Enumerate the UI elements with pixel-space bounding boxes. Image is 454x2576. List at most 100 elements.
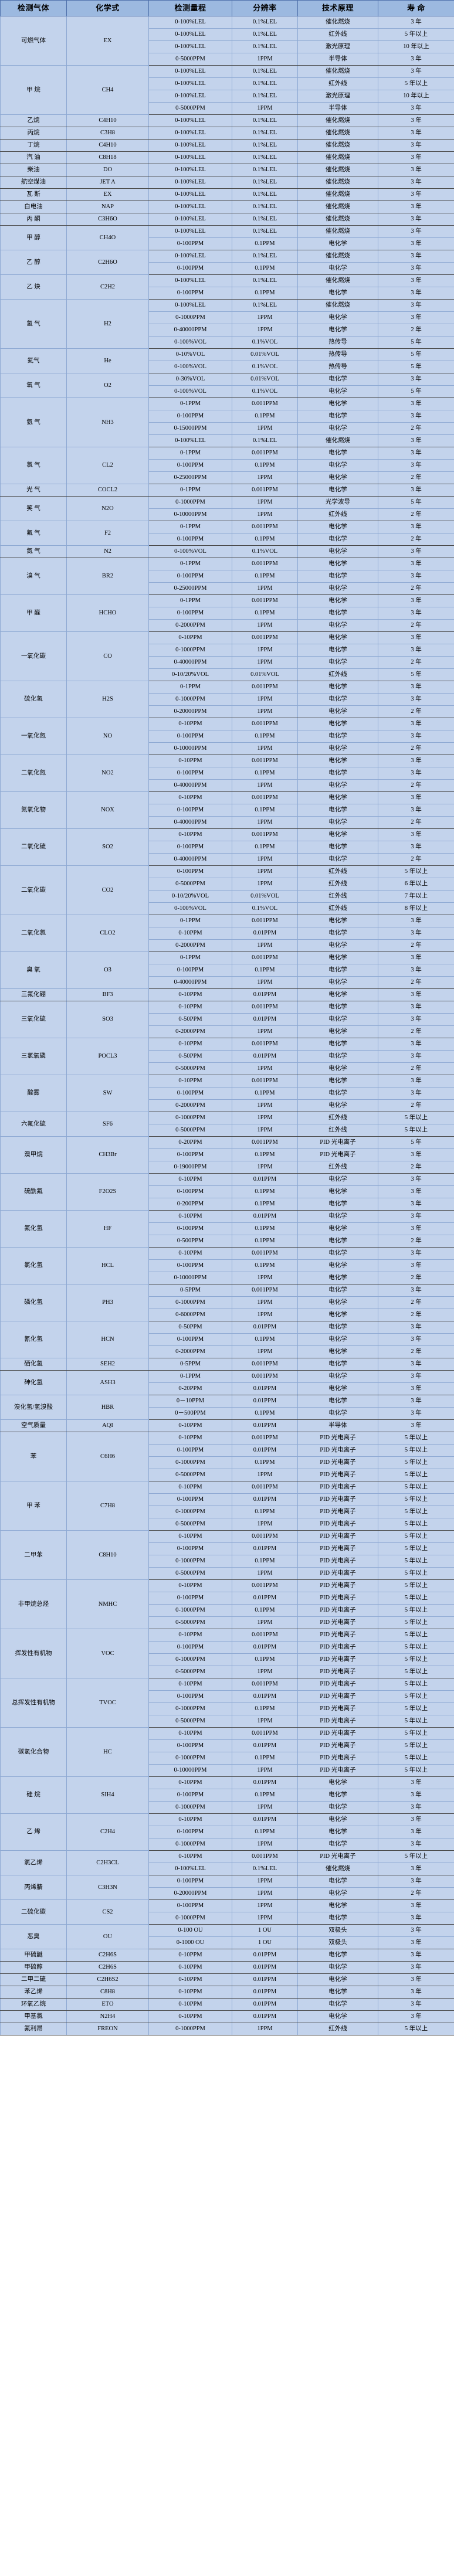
technology-cell: 电化学 xyxy=(297,1998,378,2011)
measurement-range-cell: 0-100%LEL xyxy=(148,213,232,226)
table-row: 丙烯腈 C3H3N 0-100PPM 1PPM 电化学 3 年 xyxy=(0,1875,454,1900)
lifetime-cell: 3 年 xyxy=(378,964,454,977)
technology-cell: 红外线 xyxy=(297,890,378,903)
technology-cell: 催化燃烧 xyxy=(297,434,378,447)
lifetime-cell: 3 年 xyxy=(378,693,454,706)
table-row: 二氧化氮 NO2 0-10PPM 0.001PPM 电化学 3 年 xyxy=(0,755,454,792)
technology-cell: 电化学 xyxy=(297,1001,378,1014)
measurement-range-cell: 0-100PPM xyxy=(148,1690,232,1703)
technology-cell: 双极头 xyxy=(297,1924,378,1937)
chemical-formula-cell: O3 xyxy=(66,951,149,989)
measurement-range-cell: 0-10PPM xyxy=(148,1419,232,1432)
lifetime-cell: 3 年 xyxy=(378,1075,454,1088)
resolution-cell: 0.1%LEL xyxy=(232,127,298,140)
gas-name-cell: 乙 醇 xyxy=(0,250,67,275)
resolution-cell: 0.01PPM xyxy=(232,1013,298,1026)
resolution-cell: 0.001PPM xyxy=(232,791,298,804)
lifetime-cell: 5 年以上 xyxy=(378,1493,454,1506)
resolution-cell: 0.1PPM xyxy=(232,570,298,583)
chemical-formula-cell: N2H4 xyxy=(66,2010,149,2023)
resolution-cell: 0.1%LEL xyxy=(232,65,298,78)
gas-name-cell: 瓦 斯 xyxy=(0,188,67,201)
resolution-cell: 0.1PPM xyxy=(232,964,298,977)
resolution-cell: 0.1PPM xyxy=(232,1148,298,1161)
chemical-formula-cell: HCN xyxy=(66,1321,149,1358)
resolution-cell: 1PPM xyxy=(232,1764,298,1777)
measurement-range-cell: 0-40000PPM xyxy=(148,324,232,337)
chemical-formula-cell: C2H6S xyxy=(66,1949,149,1962)
measurement-range-cell: 0-100PPM xyxy=(148,865,232,878)
measurement-range-cell: 0-10PPM xyxy=(148,1727,232,1740)
lifetime-cell: 5 年以上 xyxy=(378,1481,454,1494)
lifetime-cell: 3 年 xyxy=(378,151,454,164)
table-row: 甲 苯 C7H8 0-10PPM 0.001PPM PID 光电离子 5 年以上 xyxy=(0,1481,454,1531)
gas-name-cell: 氢 气 xyxy=(0,299,67,349)
table-row: 一氧化氮 NO 0-10PPM 0.001PPM 电化学 3 年 xyxy=(0,718,454,755)
table-row: 0-100PPM 0.1PPM 电化学 3 年 xyxy=(1,262,454,275)
table-row: 氮 气 N2 0-100%VOL 0.1%VOL 电化学 3 年 xyxy=(0,545,454,558)
gas-name-cell: 二甲二硫 xyxy=(0,1973,67,1986)
lifetime-cell: 3 年 xyxy=(378,1038,454,1051)
technology-cell: 电化学 xyxy=(297,1038,378,1051)
table-row: 臭 氧 O3 0-1PPM 0.001PPM 电化学 3 年 xyxy=(0,951,454,989)
lifetime-cell: 5 年以上 xyxy=(378,1653,454,1666)
table-row: 氟利昂 FREON 0-1000PPM 1PPM 红外线 5 年以上 xyxy=(0,2023,454,2035)
gas-name-cell: 硒化氢 xyxy=(0,1358,67,1371)
gas-name-cell: 苯 xyxy=(0,1432,67,1481)
gas-name-cell: 硅 烷 xyxy=(0,1776,67,1814)
lifetime-cell: 2 年 xyxy=(378,705,454,718)
measurement-range-cell: 0-10PPM xyxy=(148,791,232,804)
table-row: 瓦 斯 EX 0-100%LEL 0.1%LEL 催化燃烧 3 年 xyxy=(0,188,454,201)
measurement-range-cell: 0-10000PPM xyxy=(148,508,232,521)
lifetime-cell: 6 年以上 xyxy=(378,878,454,891)
technology-cell: 电化学 xyxy=(297,644,378,657)
lifetime-cell: 3 年 xyxy=(378,1961,454,1974)
lifetime-cell: 5 年以上 xyxy=(378,1530,454,1543)
table-row: 0-2000PPM 1PPM 电化学 2 年 xyxy=(1,939,454,952)
lifetime-cell: 3 年 xyxy=(378,1899,454,1912)
technology-cell: 电化学 xyxy=(297,1321,378,1334)
measurement-range-cell: 0-100PPM xyxy=(148,730,232,743)
measurement-range-cell: 0-10000PPM xyxy=(148,1272,232,1284)
measurement-range-cell: 0-200PPM xyxy=(148,1198,232,1211)
resolution-cell: 0.1PPM xyxy=(232,1259,298,1272)
resolution-cell: 1PPM xyxy=(232,939,298,952)
technology-cell: 催化燃烧 xyxy=(297,176,378,189)
lifetime-cell: 3 年 xyxy=(378,2010,454,2023)
lifetime-cell: 3 年 xyxy=(378,1321,454,1334)
resolution-cell: 0.01%VOL xyxy=(232,348,298,361)
measurement-range-cell: 0-1PPM xyxy=(148,397,232,410)
measurement-range-cell: 0-10000PPM xyxy=(148,742,232,755)
measurement-range-cell: 0-10/20%VOL xyxy=(148,668,232,681)
lifetime-cell: 5 年以上 xyxy=(378,1641,454,1654)
measurement-range-cell: 0-40000PPM xyxy=(148,779,232,792)
lifetime-cell: 5 年以上 xyxy=(378,1850,454,1863)
resolution-cell: 0.1PPM xyxy=(232,1555,298,1568)
table-row: 丙 酮 C3H6O 0-100%LEL 0.1%LEL 催化燃烧 3 年 xyxy=(0,213,454,226)
lifetime-cell: 3 年 xyxy=(378,755,454,767)
table-row: 0-20PPM 0.01PPM 电化学 3 年 xyxy=(1,1382,454,1395)
lifetime-cell: 5 年以上 xyxy=(378,1702,454,1715)
table-row: 氯 气 CL2 0-1PPM 0.001PPM 电化学 3 年 xyxy=(0,447,454,484)
measurement-range-cell: 0-100%LEL xyxy=(148,65,232,78)
lifetime-cell: 3 年 xyxy=(378,570,454,583)
chemical-formula-cell: EX xyxy=(66,188,149,201)
measurement-range-cell: 0-100PPM xyxy=(148,1444,232,1457)
gas-name-cell: 氦气 xyxy=(0,348,67,373)
technology-cell: 电化学 xyxy=(297,828,378,841)
chemical-formula-cell: BF3 xyxy=(66,988,149,1001)
resolution-cell: 0.1%LEL xyxy=(232,151,298,164)
gas-name-cell: 乙 烯 xyxy=(0,1813,67,1851)
technology-cell: 电化学 xyxy=(297,2010,378,2023)
resolution-cell: 0.01PPM xyxy=(232,1050,298,1063)
resolution-cell: 0.1%LEL xyxy=(232,90,298,103)
resolution-cell: 1PPM xyxy=(232,1296,298,1309)
table-row: 0-500PPM 0.1PPM 电化学 2 年 xyxy=(1,1235,454,1248)
chemical-formula-cell: SEH2 xyxy=(66,1358,149,1371)
gas-name-cell: 汽 油 xyxy=(0,151,67,164)
technology-cell: 电化学 xyxy=(297,1789,378,1802)
resolution-cell: 0.1PPM xyxy=(232,1222,298,1235)
resolution-cell: 0.1%VOL xyxy=(232,385,298,398)
lifetime-cell: 3 年 xyxy=(378,250,454,263)
technology-cell: 催化燃烧 xyxy=(297,1863,378,1875)
